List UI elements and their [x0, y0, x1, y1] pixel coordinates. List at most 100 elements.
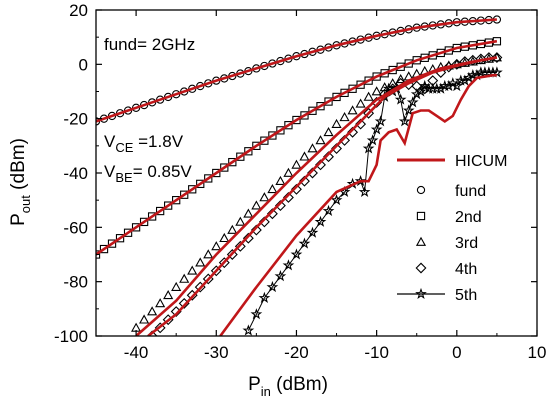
data-point-2nd [396, 62, 405, 71]
model-curve-2nd [96, 39, 498, 256]
legend-label: 5th [455, 287, 477, 304]
data-point-2nd [252, 141, 261, 150]
legend-marker-square-icon [416, 211, 426, 221]
y-tick-label: -80 [63, 273, 88, 292]
data-point-4th [218, 257, 230, 269]
data-point-3rd [163, 289, 174, 300]
data-point-2nd [236, 152, 245, 161]
y-axis-label-main: P [8, 213, 29, 226]
data-point-2nd [380, 69, 389, 78]
legend-marker-star-icon [415, 287, 427, 299]
data-point-3rd [251, 200, 262, 210]
data-point-5th [374, 115, 387, 127]
data-point-4th [282, 191, 294, 203]
legend-item-4th: 4th [415, 261, 477, 278]
data-point-5th [491, 66, 503, 78]
data-point-5th [250, 308, 263, 320]
data-point-5th [330, 193, 343, 206]
data-point-4th [483, 52, 495, 63]
data-point-5th [370, 123, 383, 135]
annotation-fund-frequency: fund= 2GHz [104, 35, 195, 54]
data-point-4th [290, 183, 302, 195]
data-point-2nd [388, 65, 397, 75]
data-point-3rd [363, 91, 374, 101]
data-point-5th [414, 85, 427, 97]
legend-label: 3rd [455, 235, 478, 252]
y-tick-label: -60 [63, 218, 88, 237]
data-point-3rd [315, 135, 326, 145]
data-point-2nd [164, 201, 173, 210]
y-axis-label-unit: (dBm) [8, 138, 29, 195]
data-point-5th [314, 215, 327, 227]
y-tick-label: -100 [54, 327, 88, 346]
data-point-3rd [347, 105, 358, 115]
data-point-5th [358, 185, 371, 198]
legend-marker-triangle-icon [415, 236, 427, 246]
data-point-4th [250, 224, 262, 236]
y-tick-label: -40 [63, 164, 88, 183]
legend-item-5th: 5th [397, 287, 477, 304]
data-point-3rd [267, 184, 278, 194]
data-point-3rd [227, 224, 238, 234]
data-point-4th [323, 151, 334, 163]
data-point-3rd [171, 281, 182, 291]
series-5th [242, 66, 503, 336]
data-point-5th [354, 174, 367, 187]
data-point-5th [398, 115, 411, 127]
data-point-3rd [139, 314, 150, 324]
x-tick-label: -10 [364, 343, 389, 362]
data-point-3rd [211, 241, 222, 251]
x-axis-label-sub: in [261, 384, 271, 399]
data-point-5th [406, 96, 419, 108]
series-5th-connector [247, 72, 497, 331]
data-point-4th [242, 232, 254, 244]
data-point-5th [450, 79, 463, 92]
data-point-5th [242, 324, 255, 336]
data-point-2nd [228, 157, 237, 167]
data-point-2nd [292, 115, 301, 125]
y-axis-ticks: -100 -80 -60 -40 -20 0 20 [54, 1, 537, 346]
data-point-2nd [131, 223, 141, 232]
annotation-vce-sub: CE [115, 140, 133, 155]
x-tick-label: -20 [284, 343, 309, 362]
y-axis-label: Pout (dBm) [8, 138, 33, 226]
legend-item-2nd: 2nd [416, 209, 482, 226]
model-curve-5th [219, 73, 497, 336]
data-point-2nd [364, 76, 373, 85]
data-point-3rd [195, 257, 206, 267]
data-point-2nd [196, 179, 205, 189]
data-point-4th [274, 200, 286, 212]
legend-label: 4th [455, 261, 477, 278]
y-tick-label: -20 [63, 110, 88, 129]
data-point-3rd [243, 208, 254, 218]
legend-item-3rd: 3rd [415, 235, 478, 252]
series-4th [146, 52, 503, 336]
plot-content [96, 15, 503, 336]
data-point-2nd [340, 88, 349, 98]
data-point-5th [462, 71, 475, 83]
annotation-vce-main: V [104, 132, 116, 151]
data-point-3rd [339, 112, 350, 122]
data-point-5th [458, 74, 471, 86]
data-point-5th [410, 88, 423, 100]
model-curve-fund [96, 18, 497, 123]
data-point-4th [339, 134, 351, 146]
model-curves [96, 18, 498, 336]
legend-item-fund: fund [416, 183, 486, 200]
data-point-2nd [268, 131, 277, 140]
annotation-vbe-sub: BE [115, 170, 133, 185]
annotation-vce: VCE =1.8V [104, 132, 184, 155]
data-point-5th [434, 82, 447, 94]
data-point-3rd [187, 265, 198, 275]
legend-label: 2nd [455, 209, 482, 226]
data-point-4th [307, 167, 318, 179]
x-tick-label: 0 [452, 343, 461, 362]
x-axis-label: Pin (dBm) [248, 374, 328, 399]
data-point-2nd [332, 92, 341, 102]
annotation-vbe-value: = 0.85V [133, 162, 193, 181]
x-axis-ticks: -40 -30 -20 -10 0 10 [95, 10, 546, 362]
data-point-3rd [155, 298, 166, 308]
data-point-2nd [180, 190, 189, 199]
data-point-3rd [371, 86, 382, 96]
